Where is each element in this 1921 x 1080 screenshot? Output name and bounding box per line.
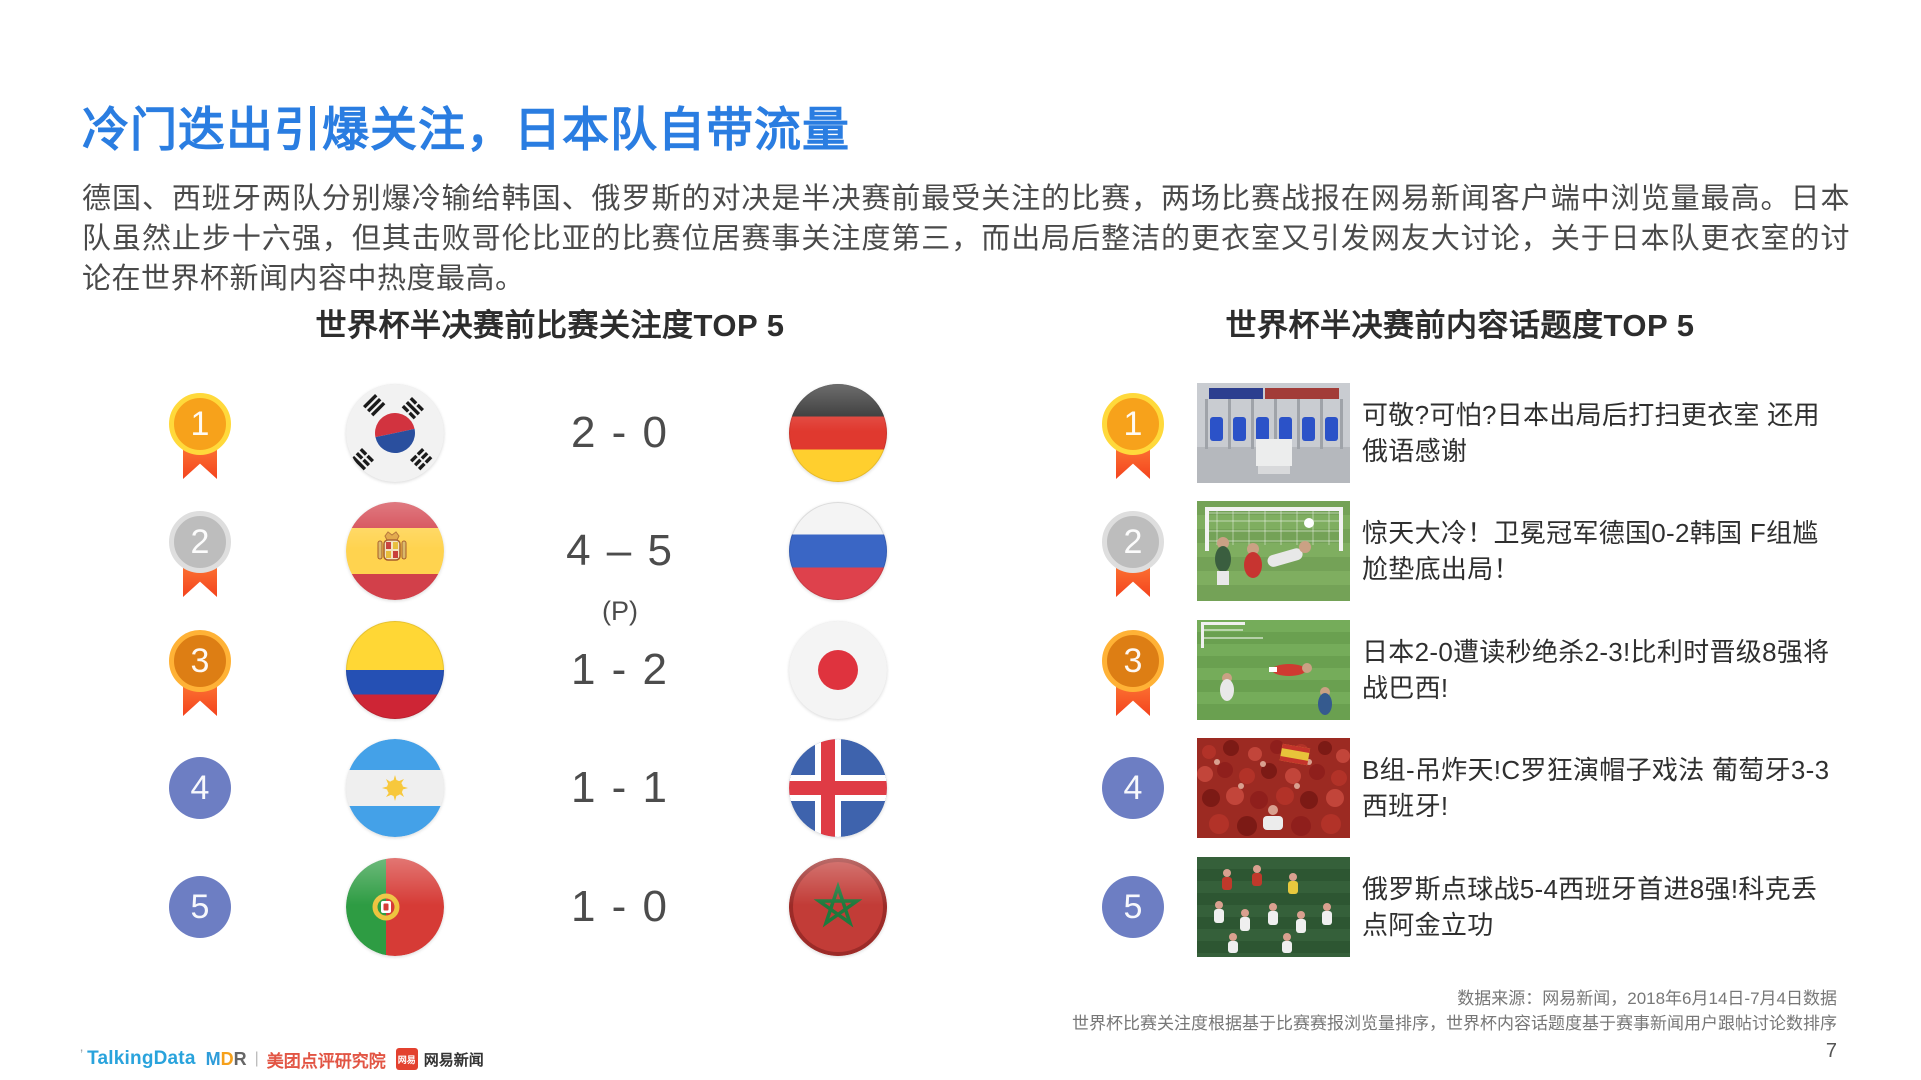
page-number: 7 <box>1825 1040 1837 1062</box>
intro-paragraph: 德国、西班牙两队分别爆冷输给韩国、俄罗斯的对决是半决赛前最受关注的比赛，两场比赛… <box>82 183 1850 295</box>
rank-number: 5 <box>1123 887 1143 926</box>
bronze-medal-icon: 3 <box>169 630 231 716</box>
flag-iceland-icon <box>789 739 887 837</box>
rank-number: 1 <box>190 404 210 443</box>
japan-locker-room-photo <box>1197 383 1350 483</box>
topic-headline: 俄罗斯点球战5-4西班牙首进8强!科克丢点阿金立功 <box>1362 874 1818 940</box>
topic-row-4: 4 B组-吊炸天!C罗狂演帽子戏法 葡萄牙3-3西班牙! <box>1080 738 1840 838</box>
match-row-4: 4 1 - 1 <box>150 739 950 837</box>
source-line-2: 世界杯比赛关注度根据基于比赛赛报浏览量排序，世界杯内容话题度基于赛事新闻用户跟帖… <box>1072 1014 1837 1033</box>
rank-number: 4 <box>1123 768 1143 807</box>
flag-spain-icon <box>346 502 444 600</box>
mdr-logo: MDR <box>205 1048 247 1069</box>
gold-medal-icon: 1 <box>1102 393 1164 479</box>
flag-germany-icon <box>789 384 887 482</box>
topic-row-3: 3 日本2-0遭读秒绝杀2-3!比利时晋级8强将战巴西! <box>1080 620 1840 720</box>
match-score: 1 - 1 <box>570 763 670 812</box>
japan-belgium-pitch-photo <box>1197 620 1350 720</box>
rank-5-badge-icon: 5 <box>1102 876 1164 938</box>
penalty-note: (P) <box>602 596 638 626</box>
match-row-2: 2 4 – 5 (P) <box>150 502 950 625</box>
rank-4-badge-icon: 4 <box>169 757 231 819</box>
talkingdata-tick-icon: ’ <box>80 1046 84 1062</box>
topic-row-1: 1 可敬?可怕?日本出局后打扫更衣室 还用俄语感谢 <box>1080 383 1840 483</box>
russia-celebration-photo <box>1197 857 1350 957</box>
topic-row-2: 2 惊天大冷！卫冕冠军德国0-2韩国 F组尴尬垫底出局！ <box>1080 501 1840 601</box>
match-score: 4 – 5 (P) <box>520 502 720 625</box>
rank-number: 3 <box>1123 641 1143 680</box>
talkingdata-logo: TalkingData <box>87 1048 196 1069</box>
rank-number: 1 <box>1123 404 1143 443</box>
match-row-1: 1 2 - 0 <box>150 384 950 482</box>
flag-japan-icon <box>789 621 887 719</box>
data-source-note: 数据来源：网易新闻，2018年6月14日-7月4日数据 世界杯比赛关注度根据基于… <box>1072 986 1837 1036</box>
topic-headline: B组-吊炸天!C罗狂演帽子戏法 葡萄牙3-3西班牙! <box>1362 755 1830 821</box>
rank-number: 2 <box>190 522 210 561</box>
topic-headline: 惊天大冷！卫冕冠军德国0-2韩国 F组尴尬垫底出局！ <box>1362 518 1819 584</box>
meituan-dianping-institute-logo: 美团点评研究院 <box>266 1051 386 1071</box>
portugal-spain-fans-photo <box>1197 738 1350 838</box>
netease-badge-icon: 网易 <box>395 1048 418 1070</box>
rank-5-badge-icon: 5 <box>169 876 231 938</box>
germany-korea-goal-photo <box>1197 501 1350 601</box>
rank-number: 3 <box>190 641 210 680</box>
logo-divider: | <box>254 1050 259 1067</box>
match-score: 1 - 0 <box>570 882 670 931</box>
flag-south-korea-icon <box>346 384 444 482</box>
silver-medal-icon: 2 <box>169 511 231 597</box>
topic-ranking-title: 世界杯半决赛前内容话题度TOP 5 <box>1225 308 1695 343</box>
match-row-5: 5 1 - 0 <box>150 858 950 956</box>
flag-argentina-icon <box>346 739 444 837</box>
flag-morocco-icon <box>789 858 887 956</box>
netease-news-logo: 网易新闻 <box>423 1051 484 1069</box>
match-ranking-title: 世界杯半决赛前比赛关注度TOP 5 <box>315 308 785 343</box>
rank-number: 4 <box>190 768 210 807</box>
flag-colombia-icon <box>346 621 444 719</box>
page-title: 冷门迭出引爆关注，日本队自带流量 <box>82 103 850 157</box>
flag-portugal-icon <box>346 858 444 956</box>
topic-row-5: 5 俄罗斯点球战5-4西班牙首进8强!科克丢点阿金立功 <box>1080 857 1840 957</box>
topic-headline: 可敬?可怕?日本出局后打扫更衣室 还用俄语感谢 <box>1362 400 1820 466</box>
rank-4-badge-icon: 4 <box>1102 757 1164 819</box>
match-score: 2 - 0 <box>570 408 670 457</box>
gold-medal-icon: 1 <box>169 393 231 479</box>
topic-headline: 日本2-0遭读秒绝杀2-3!比利时晋级8强将战巴西! <box>1362 637 1830 703</box>
match-row-3: 3 1 - 2 <box>150 621 950 719</box>
footer-logos: ’ TalkingData MDR | 美团点评研究院 网易 网易新闻 <box>80 1046 484 1072</box>
silver-medal-icon: 2 <box>1102 511 1164 597</box>
bronze-medal-icon: 3 <box>1102 630 1164 716</box>
flag-russia-icon <box>789 502 887 600</box>
match-score: 1 - 2 <box>570 645 670 694</box>
source-line-1: 数据来源：网易新闻，2018年6月14日-7月4日数据 <box>1457 989 1837 1008</box>
rank-number: 2 <box>1123 522 1143 561</box>
rank-number: 5 <box>190 887 210 926</box>
